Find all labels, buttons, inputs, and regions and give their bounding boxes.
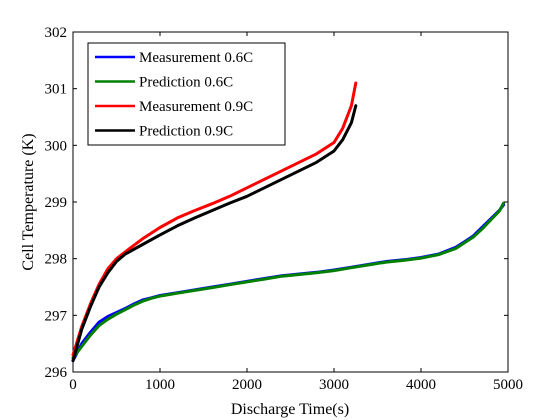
legend: Measurement 0.6C Prediction 0.6C Measureme… — [87, 42, 286, 146]
legend-label: Prediction 0.9C — [139, 124, 233, 140]
x-tick-label: 1000 — [145, 377, 175, 393]
tick-layer: 0 1000 2000 3000 4000 5000 296 297 298 299 300 301 3… — [45, 25, 524, 393]
y-tick-label: 296 — [45, 365, 68, 381]
x-tick-label: 5000 — [493, 377, 523, 393]
legend-label: Prediction 0.6C — [139, 75, 233, 91]
legend-label: Measurement 0.9C — [139, 99, 253, 115]
y-axis-title: Cell Temperature (K) — [20, 133, 37, 270]
series-line-4 — [71, 104, 358, 363]
legend-label: Measurement 0.6C — [139, 50, 253, 66]
x-tick-label: 3000 — [319, 377, 349, 393]
x-tick-label: 2000 — [232, 377, 262, 393]
series-layer — [71, 81, 506, 363]
y-tick-label: 297 — [45, 308, 68, 324]
y-tick-label: 298 — [45, 252, 68, 268]
y-tick-label: 299 — [45, 195, 68, 211]
y-tick-label: 301 — [45, 82, 68, 98]
legend-box — [87, 42, 286, 146]
y-tick-label: 300 — [45, 138, 68, 154]
x-tick-label: 0 — [69, 377, 77, 393]
x-axis-title: Discharge Time(s) — [231, 401, 349, 418]
series-line-2 — [71, 201, 506, 360]
x-tick-label: 4000 — [406, 377, 436, 393]
series-line-3 — [71, 81, 358, 357]
y-tick-label: 302 — [45, 25, 68, 41]
